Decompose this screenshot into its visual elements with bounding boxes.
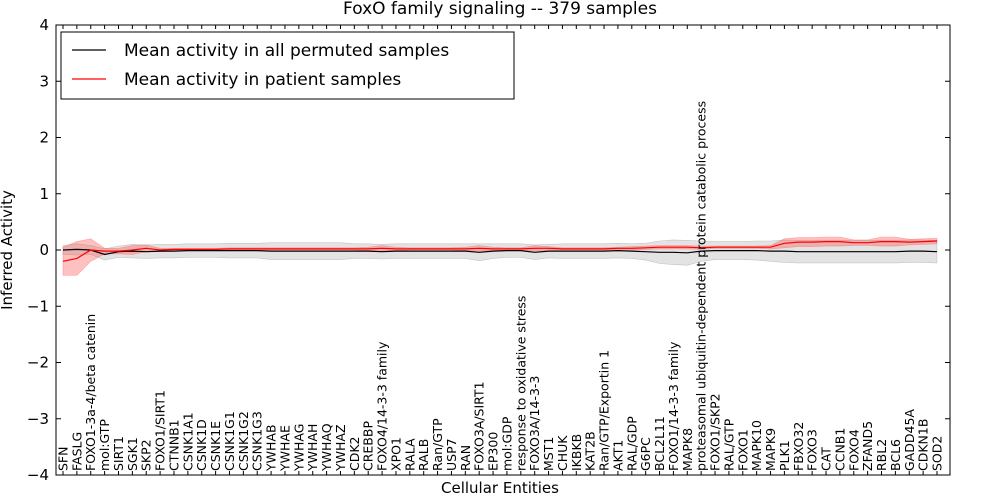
- x-tick-label: G6PC: [638, 437, 653, 471]
- y-tick-label: −1: [27, 297, 49, 315]
- x-tick-label: AKT1: [610, 440, 625, 471]
- x-tick-label: RALB: [416, 439, 431, 471]
- x-tick-label: GADD45A: [902, 409, 917, 471]
- x-tick-label: SIRT1: [111, 436, 126, 471]
- y-tick-label: −2: [27, 354, 49, 372]
- x-tick-label: MST1: [541, 437, 556, 471]
- x-tick-label: YWHAQ: [319, 423, 334, 472]
- legend-label-patient: Mean activity in patient samples: [124, 70, 401, 90]
- x-tick-label: FOXO1/14-3-3 family: [666, 341, 681, 471]
- x-tick-label: YWHAH: [305, 424, 320, 472]
- x-tick-label: YWHAG: [291, 424, 306, 472]
- x-tick-label: CSNK1A1: [180, 412, 195, 471]
- x-tick-label: FOXO1-3a-4/beta catenin: [83, 314, 98, 471]
- x-tick-label: USP7: [444, 438, 459, 471]
- x-tick-label: CSNK1G3: [250, 411, 265, 471]
- y-tick-label: 1: [39, 185, 49, 203]
- x-tick-label: mol:GTP: [97, 419, 112, 471]
- line-permuted: [62, 248, 938, 256]
- x-tick-label: FBXO32: [791, 422, 806, 471]
- x-tick-label: SKP2: [139, 439, 154, 471]
- x-tick-label: KAT2B: [583, 431, 598, 471]
- x-tick-label: proteasomal ubiquitin-dependent protein …: [694, 101, 709, 471]
- x-tick-label: FOXO3A/SIRT1: [472, 381, 487, 471]
- x-tick-label: CSNK1G2: [236, 411, 251, 471]
- x-tick-label: MAPK9: [763, 428, 778, 471]
- y-tick-label: 3: [39, 72, 49, 90]
- x-tick-label: IKBKB: [569, 434, 584, 471]
- x-tick-label: BCL2L11: [652, 416, 667, 471]
- x-tick-label: RAL/GDP: [624, 416, 639, 471]
- y-tick-label: 0: [39, 241, 49, 259]
- x-tick-label: Ran/GTP: [430, 418, 445, 471]
- x-tick-label: CDK2: [347, 436, 362, 471]
- x-tick-label: YWHAZ: [333, 424, 348, 472]
- x-tick-label: RAL/GTP: [721, 418, 736, 471]
- y-tick-label: 4: [39, 16, 49, 34]
- x-tick-label: MAPK10: [749, 420, 764, 471]
- x-tick-label: response to oxidative stress: [513, 296, 528, 471]
- x-tick-label: FASLG: [69, 432, 84, 471]
- series-lines: [62, 240, 938, 262]
- y-axis: −4 −3 −2 −1 0 1 2 3 4: [27, 16, 950, 484]
- x-tick-label: BCL6: [888, 439, 903, 471]
- x-tick-label: FOXO4/14-3-3 family: [375, 341, 390, 471]
- y-tick-label: 2: [39, 129, 49, 147]
- x-tick-label: FOXO1/SIRT1: [153, 390, 168, 471]
- x-tick-label: CHUK: [555, 435, 570, 471]
- x-tick-label: YWHAB: [264, 424, 279, 472]
- x-tick-label: RAN: [458, 445, 473, 471]
- x-tick-label: PLK1: [777, 440, 792, 471]
- x-tick-label: RBL2: [874, 439, 889, 471]
- x-tick-label: XPO1: [389, 437, 404, 471]
- x-tick-label: ZFAND5: [860, 421, 875, 471]
- legend-box: [60, 31, 515, 100]
- y-tick-label: −4: [27, 466, 49, 484]
- x-tick-label: SFN: [56, 447, 71, 471]
- x-tick-label: CSNK1G1: [222, 411, 237, 471]
- x-tick-label: CSNK1D: [194, 419, 209, 471]
- x-tick-label: SGK1: [125, 437, 140, 471]
- x-tick-label: CCNB1: [832, 428, 847, 471]
- chart-title: FoxO family signaling -- 379 samples: [343, 0, 657, 19]
- legend: Mean activity in all permuted samples Me…: [60, 31, 515, 100]
- x-tick-label: MAPK8: [680, 428, 695, 471]
- x-tick-label: FOXO4: [846, 429, 861, 471]
- x-tick-label: CAT: [819, 447, 834, 471]
- x-tick-label: CDKN1B: [916, 419, 931, 471]
- x-tick-label: FOXO3A/14-3-3: [527, 376, 542, 471]
- x-tick-label: CSNK1E: [208, 421, 223, 471]
- x-tick-label: CREBBP: [361, 421, 376, 471]
- x-ticks: [62, 25, 938, 475]
- x-tick-label: YWHAE: [278, 425, 293, 472]
- y-axis-label: Inferred Activity: [0, 190, 16, 310]
- x-axis-label: Cellular Entities: [441, 479, 559, 497]
- x-tick-label: SOD2: [930, 436, 945, 471]
- y-tick-label: −3: [27, 410, 49, 428]
- x-tick-label: FOXO1/SKP2: [708, 393, 723, 471]
- line-patient: [62, 240, 938, 262]
- x-tick-label: RALA: [402, 438, 417, 471]
- x-tick-label: CTNNB1: [167, 419, 182, 471]
- x-tick-label: EP300: [486, 432, 501, 471]
- legend-label-permuted: Mean activity in all permuted samples: [124, 41, 449, 61]
- x-tick-label: mol:GDP: [499, 416, 514, 471]
- x-tick-label: FOXO1: [735, 429, 750, 471]
- x-tick-label: Ran/GTP/Exportin 1: [597, 350, 612, 471]
- x-tick-label: FOXO3: [805, 429, 820, 471]
